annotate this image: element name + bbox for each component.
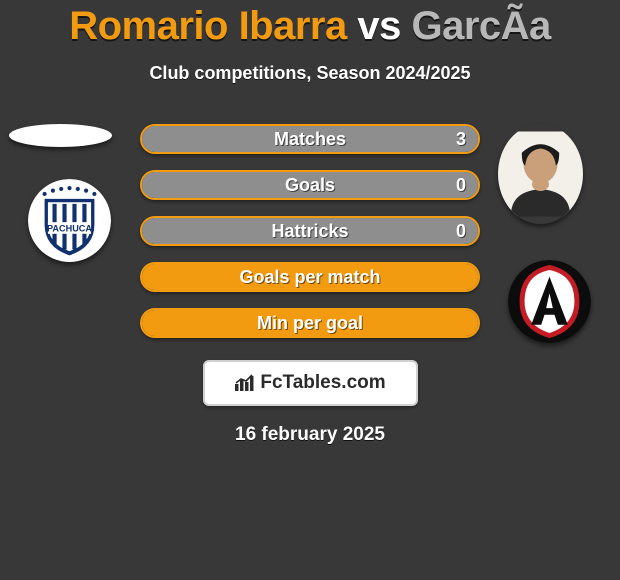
vs-word: vs xyxy=(357,4,401,48)
player2-club-logo xyxy=(508,260,591,343)
stat-row-min-per-goal: Min per goal xyxy=(140,308,480,338)
stat-label: Goals xyxy=(142,175,478,196)
stat-right-value: 0 xyxy=(456,221,466,242)
player1-avatar xyxy=(9,124,112,147)
stat-row-hattricks: Hattricks0 xyxy=(140,216,480,246)
player2-name: GarcÃ­a xyxy=(411,4,550,48)
subtitle: Club competitions, Season 2024/2025 xyxy=(0,63,620,84)
stat-label: Matches xyxy=(142,129,478,150)
stat-label: Min per goal xyxy=(142,313,478,334)
comparison-content: PACHUCA Matches3Goals0Hattricks0Goals pe… xyxy=(0,124,620,338)
stat-right-value: 0 xyxy=(456,175,466,196)
branding-label: FcTables.com xyxy=(260,372,385,394)
player2-avatar xyxy=(498,124,583,224)
stat-label: Goals per match xyxy=(142,267,478,288)
stat-right-value: 3 xyxy=(456,129,466,150)
branding-box[interactable]: FcTables.com xyxy=(203,360,418,406)
compare-title: Romario Ibarra vs GarcÃ­a xyxy=(0,4,620,49)
chart-icon xyxy=(234,374,256,392)
stat-label: Hattricks xyxy=(142,221,478,242)
stat-row-goals-per-match: Goals per match xyxy=(140,262,480,292)
snapshot-date: 16 february 2025 xyxy=(0,424,620,446)
player1-club-logo: PACHUCA xyxy=(28,179,111,262)
player1-name: Romario Ibarra xyxy=(69,4,347,48)
stat-row-goals: Goals0 xyxy=(140,170,480,200)
stat-rows: Matches3Goals0Hattricks0Goals per matchM… xyxy=(140,124,480,338)
svg-text:PACHUCA: PACHUCA xyxy=(47,223,92,233)
stat-row-matches: Matches3 xyxy=(140,124,480,154)
